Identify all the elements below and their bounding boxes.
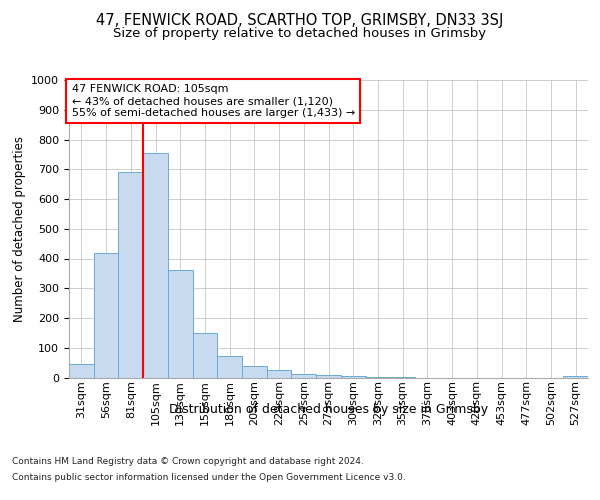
Bar	[168, 270, 193, 378]
Y-axis label: Number of detached properties: Number of detached properties	[13, 136, 26, 322]
Bar	[193, 333, 217, 378]
Bar	[94, 252, 118, 378]
Bar	[242, 366, 267, 378]
Text: 47 FENWICK ROAD: 105sqm
← 43% of detached houses are smaller (1,120)
55% of semi: 47 FENWICK ROAD: 105sqm ← 43% of detache…	[71, 84, 355, 117]
Text: Size of property relative to detached houses in Grimsby: Size of property relative to detached ho…	[113, 28, 487, 40]
Bar	[118, 172, 143, 378]
Text: Contains HM Land Registry data © Crown copyright and database right 2024.: Contains HM Land Registry data © Crown c…	[12, 458, 364, 466]
Text: Distribution of detached houses by size in Grimsby: Distribution of detached houses by size …	[169, 402, 488, 415]
Bar	[341, 376, 365, 378]
Bar	[143, 153, 168, 378]
Bar	[316, 375, 341, 378]
Bar	[365, 377, 390, 378]
Text: 47, FENWICK ROAD, SCARTHO TOP, GRIMSBY, DN33 3SJ: 47, FENWICK ROAD, SCARTHO TOP, GRIMSBY, …	[97, 12, 503, 28]
Bar	[69, 364, 94, 378]
Text: Contains public sector information licensed under the Open Government Licence v3: Contains public sector information licen…	[12, 472, 406, 482]
Bar	[267, 370, 292, 378]
Bar	[217, 356, 242, 378]
Bar	[563, 376, 588, 378]
Bar	[292, 374, 316, 378]
